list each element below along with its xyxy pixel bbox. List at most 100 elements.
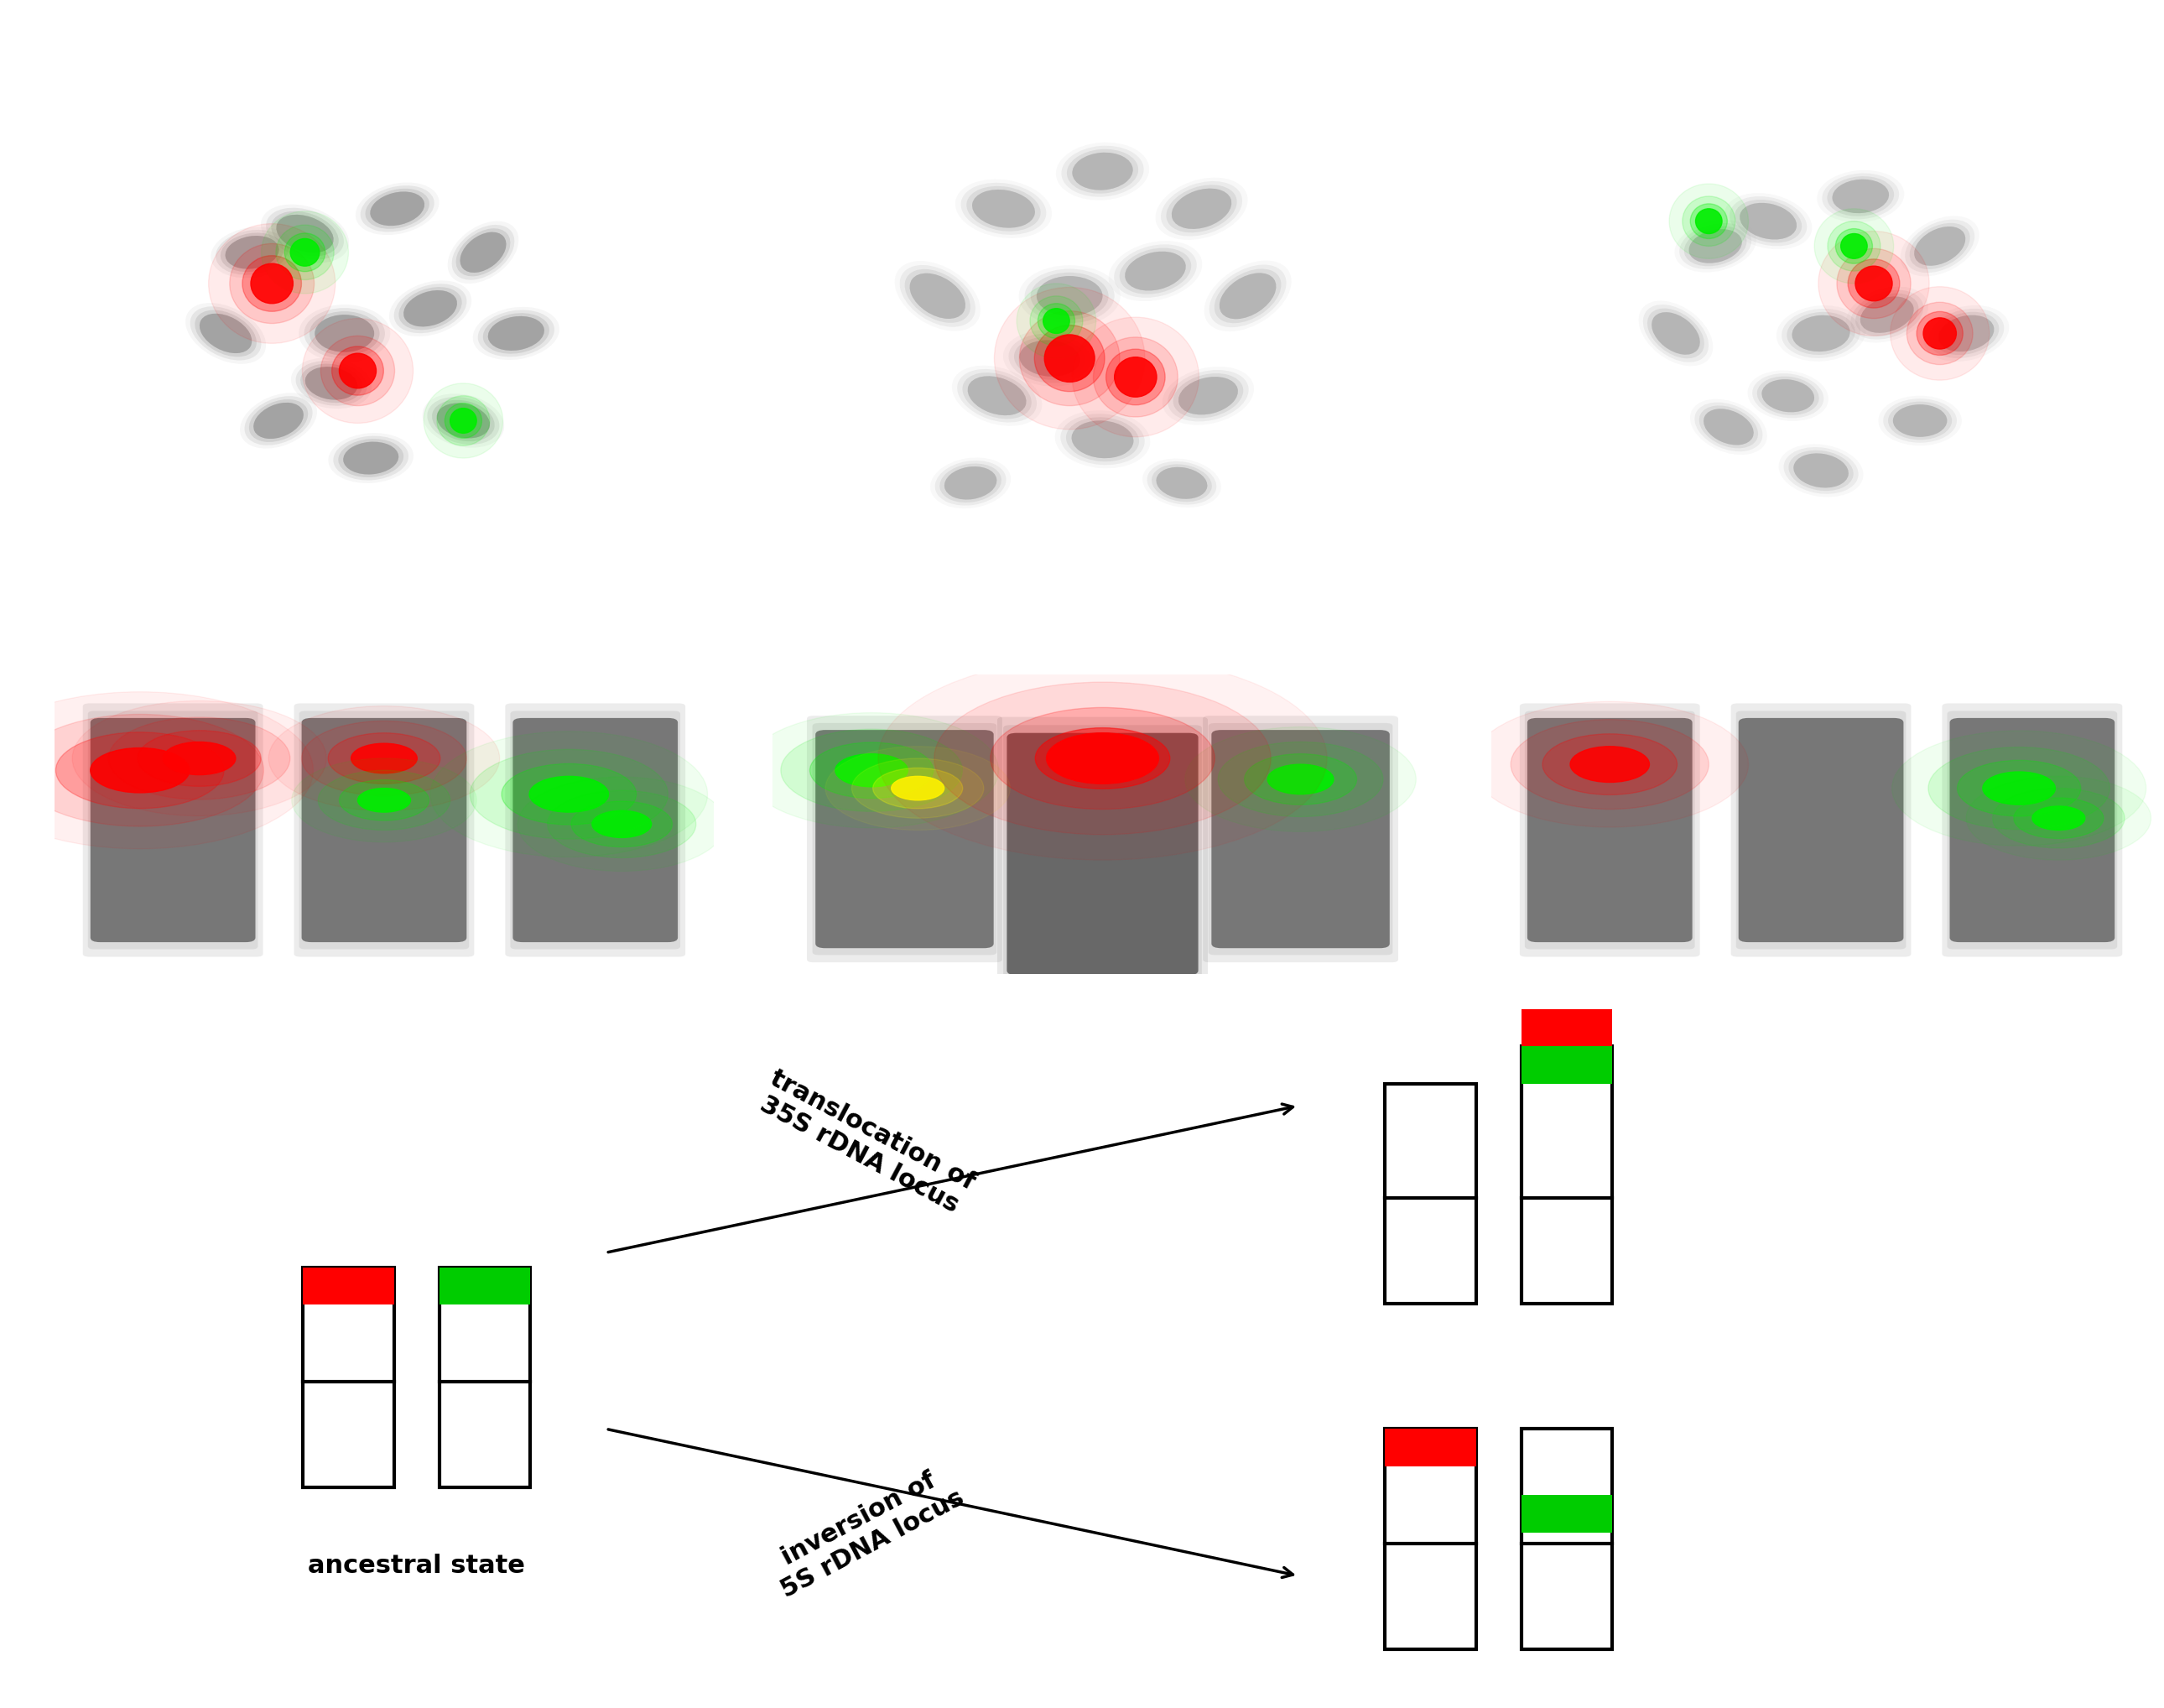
Ellipse shape [299, 304, 390, 362]
FancyBboxPatch shape [511, 711, 679, 950]
Circle shape [892, 777, 944, 799]
Ellipse shape [249, 400, 307, 442]
Ellipse shape [1169, 371, 1249, 422]
Ellipse shape [967, 376, 1026, 415]
Ellipse shape [199, 314, 251, 354]
Ellipse shape [437, 403, 489, 439]
Ellipse shape [333, 436, 409, 480]
Ellipse shape [1861, 297, 1913, 333]
Circle shape [1093, 336, 1177, 417]
Ellipse shape [1160, 181, 1242, 236]
Ellipse shape [1143, 458, 1220, 507]
FancyBboxPatch shape [1006, 733, 1199, 975]
Bar [303, 1267, 394, 1305]
Circle shape [318, 770, 450, 830]
FancyBboxPatch shape [1731, 704, 1911, 956]
Ellipse shape [1114, 244, 1197, 297]
Circle shape [1813, 208, 1894, 284]
Circle shape [1917, 311, 1963, 355]
Ellipse shape [433, 400, 496, 441]
Ellipse shape [972, 190, 1034, 227]
Ellipse shape [1220, 273, 1277, 319]
Bar [1385, 1430, 1476, 1650]
Ellipse shape [448, 220, 519, 284]
Ellipse shape [967, 376, 1026, 415]
Circle shape [424, 383, 502, 458]
Ellipse shape [1037, 277, 1104, 316]
Circle shape [1690, 203, 1727, 239]
Circle shape [286, 234, 325, 272]
Circle shape [275, 225, 333, 280]
Circle shape [1928, 746, 2110, 830]
Ellipse shape [296, 360, 368, 407]
Text: inversion of
5S rDNA locus: inversion of 5S rDNA locus [764, 1460, 967, 1602]
Circle shape [1114, 357, 1158, 396]
Circle shape [229, 244, 314, 323]
Ellipse shape [1151, 465, 1212, 502]
Ellipse shape [1073, 152, 1132, 190]
Circle shape [991, 707, 1214, 810]
Circle shape [1681, 196, 1736, 246]
Ellipse shape [1833, 179, 1889, 214]
Ellipse shape [1067, 417, 1138, 461]
Ellipse shape [305, 367, 357, 400]
Circle shape [1186, 728, 1415, 832]
Ellipse shape [245, 396, 312, 446]
Ellipse shape [1699, 405, 1757, 447]
Ellipse shape [210, 227, 294, 278]
Circle shape [437, 396, 489, 446]
Circle shape [1982, 772, 2056, 804]
Ellipse shape [1781, 309, 1861, 359]
Circle shape [1697, 208, 1723, 234]
Circle shape [1034, 728, 1171, 789]
Circle shape [431, 731, 708, 857]
Ellipse shape [309, 311, 379, 355]
Circle shape [251, 263, 292, 304]
Ellipse shape [186, 302, 266, 364]
Circle shape [56, 733, 225, 808]
Bar [1521, 1047, 1612, 1083]
Ellipse shape [1932, 313, 2000, 355]
Circle shape [571, 801, 673, 847]
Ellipse shape [344, 442, 398, 475]
Ellipse shape [1162, 367, 1253, 425]
Ellipse shape [290, 357, 372, 408]
Circle shape [1835, 229, 1872, 263]
Ellipse shape [277, 215, 333, 253]
Ellipse shape [1740, 203, 1796, 239]
FancyBboxPatch shape [1203, 716, 1398, 962]
FancyBboxPatch shape [299, 711, 470, 950]
Circle shape [809, 743, 933, 798]
Ellipse shape [909, 273, 965, 319]
Ellipse shape [1688, 229, 1742, 263]
Circle shape [1106, 348, 1164, 405]
Ellipse shape [1904, 219, 1974, 273]
Ellipse shape [489, 316, 543, 350]
Ellipse shape [1894, 405, 1948, 437]
Ellipse shape [1056, 142, 1149, 200]
Bar [1521, 1047, 1612, 1305]
Ellipse shape [1004, 330, 1097, 386]
Ellipse shape [1019, 340, 1080, 376]
Ellipse shape [426, 396, 500, 444]
Circle shape [1218, 741, 1383, 816]
Circle shape [1017, 284, 1095, 359]
Ellipse shape [355, 183, 439, 236]
Circle shape [71, 700, 327, 816]
Ellipse shape [956, 369, 1037, 422]
Ellipse shape [452, 225, 515, 280]
Circle shape [208, 224, 335, 343]
Ellipse shape [1694, 403, 1764, 451]
Circle shape [0, 692, 314, 849]
Ellipse shape [1725, 193, 1811, 249]
Ellipse shape [1703, 408, 1753, 446]
Ellipse shape [952, 366, 1043, 425]
Ellipse shape [366, 188, 428, 229]
Circle shape [303, 318, 413, 424]
Ellipse shape [1855, 294, 1919, 336]
Ellipse shape [967, 186, 1041, 231]
Circle shape [853, 758, 985, 818]
Circle shape [1019, 311, 1119, 407]
Ellipse shape [1171, 188, 1231, 229]
Ellipse shape [240, 393, 316, 449]
